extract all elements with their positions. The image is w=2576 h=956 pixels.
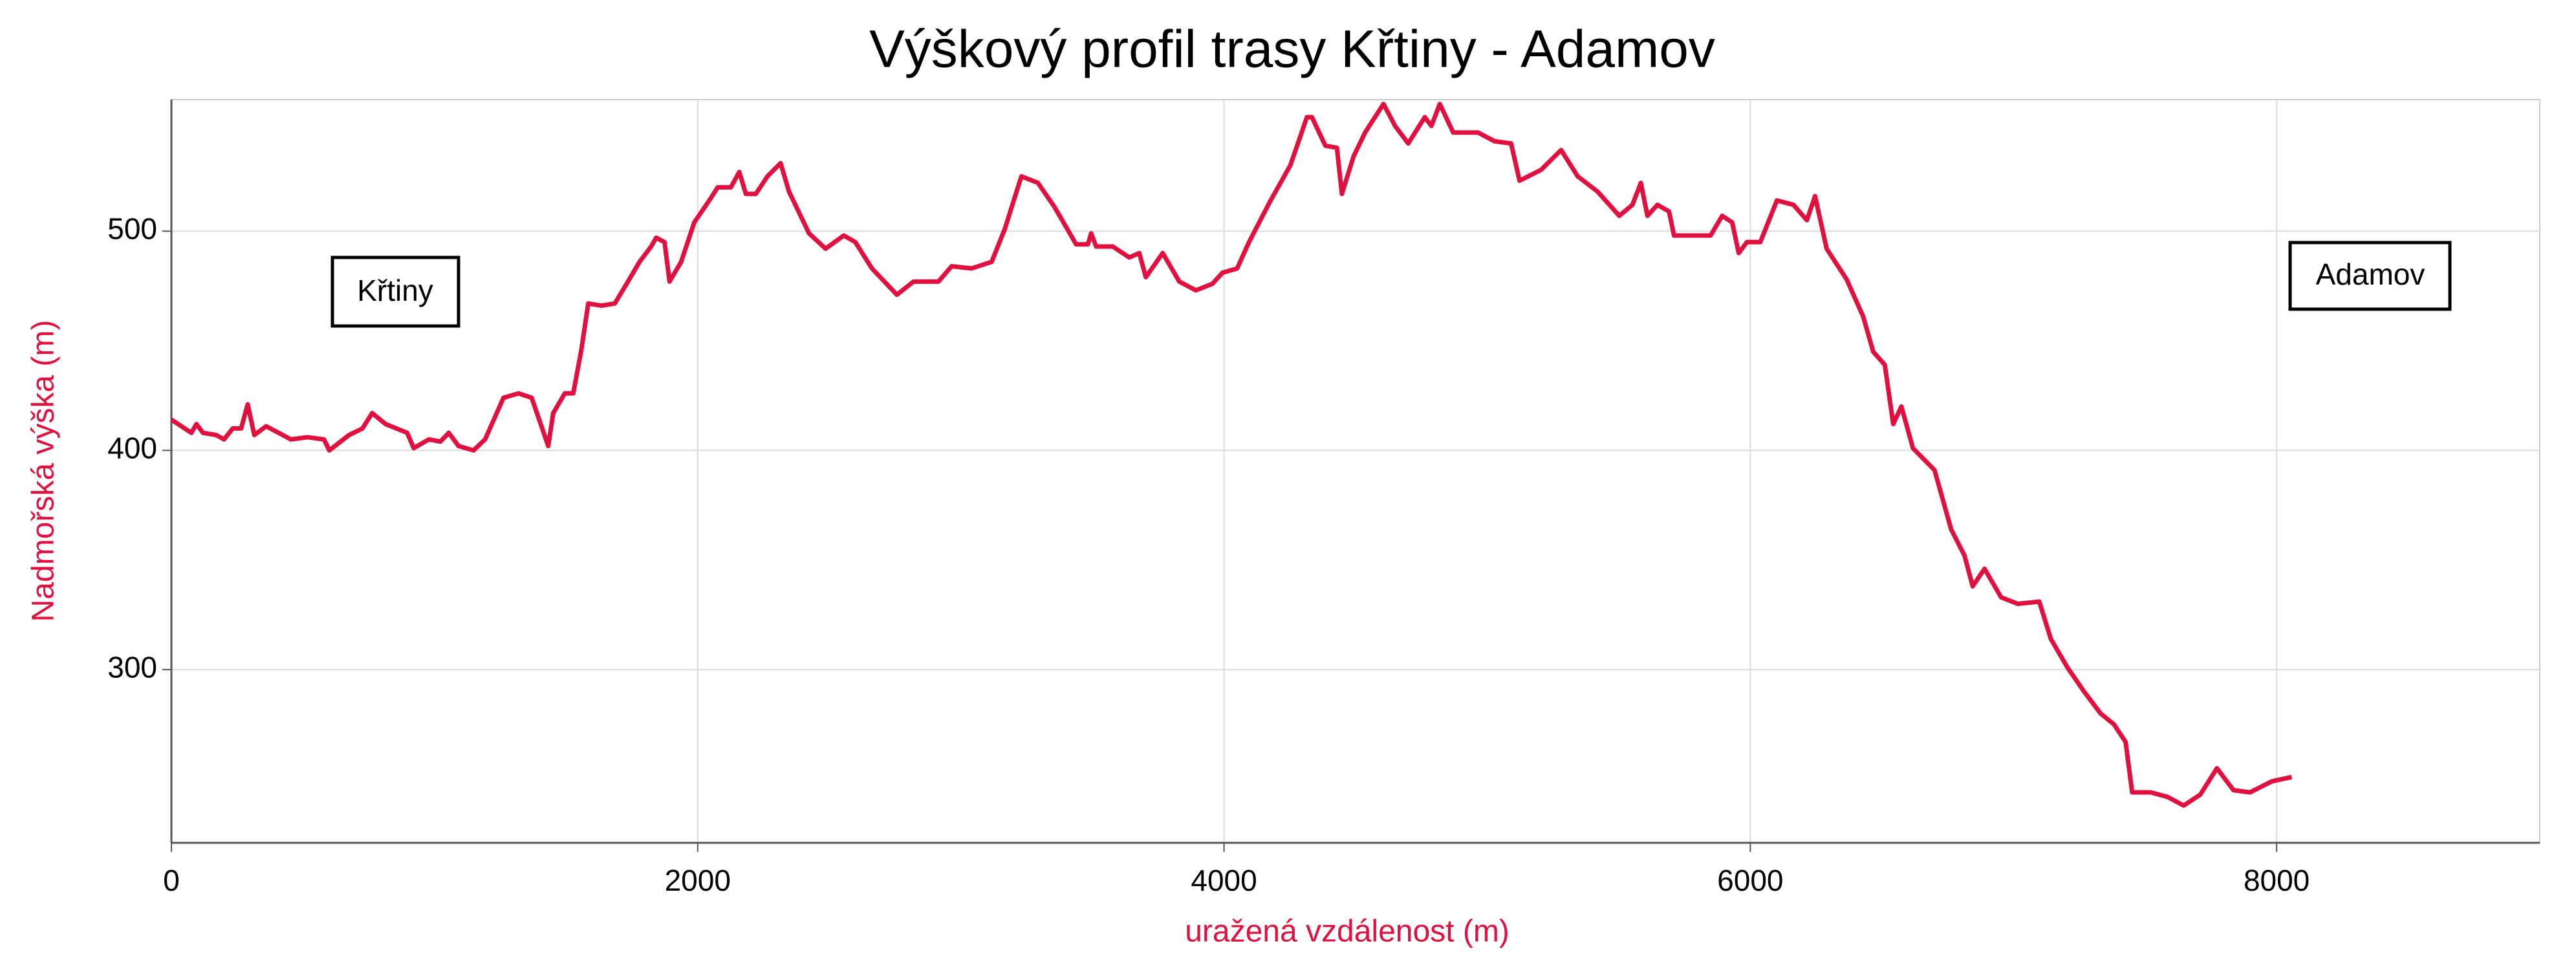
y-tick-label: 300	[107, 650, 157, 684]
y-axis-label: Nadmořská výška (m)	[27, 320, 61, 622]
annotation-box	[330, 255, 460, 328]
y-tick-label: 500	[107, 212, 157, 246]
plot-area	[171, 99, 2540, 843]
x-tick-label: 0	[163, 864, 180, 897]
x-tick-label: 4000	[1191, 864, 1257, 897]
x-tick-label: 8000	[2244, 864, 2310, 897]
annotation: Křtiny	[357, 274, 433, 307]
chart-title: Výškový profil trasy Křtiny - Adamov	[869, 20, 1715, 79]
x-tick-label: 6000	[1717, 864, 1783, 897]
annotation: Adamov	[2316, 257, 2425, 291]
x-tick-label: 2000	[665, 864, 731, 897]
x-axis-label: uražená vzdálenost (m)	[1185, 915, 1510, 949]
elevation-line	[170, 102, 2293, 808]
annotation-box	[2288, 241, 2452, 311]
y-tick-label: 400	[107, 431, 157, 464]
